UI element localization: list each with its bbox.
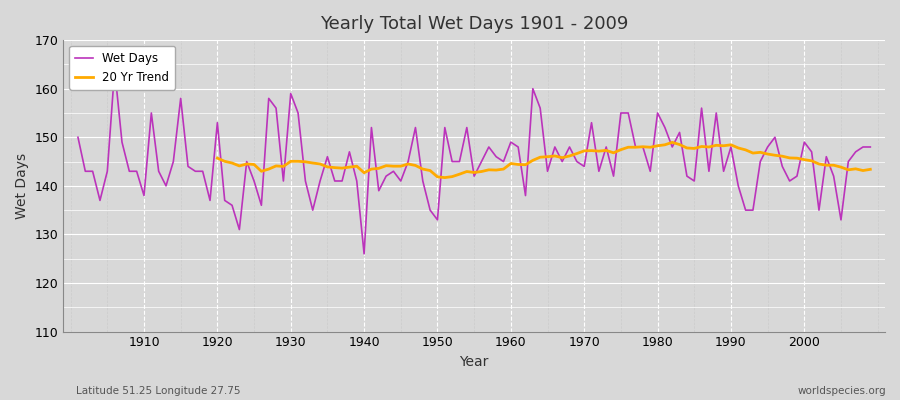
- Wet Days: [608, 174, 619, 178]
- 20 Yr Trend: [681, 146, 692, 150]
- Wet Days: [109, 67, 120, 72]
- Wet Days: [520, 193, 531, 198]
- 20 Yr Trend: [770, 153, 780, 158]
- Line: Wet Days: Wet Days: [78, 69, 870, 254]
- 20 Yr Trend: [410, 163, 421, 168]
- Wet Days: [139, 193, 149, 198]
- Line: 20 Yr Trend: 20 Yr Trend: [218, 142, 870, 178]
- 20 Yr Trend: [212, 156, 223, 160]
- Text: Latitude 51.25 Longitude 27.75: Latitude 51.25 Longitude 27.75: [76, 386, 241, 396]
- Wet Days: [300, 178, 310, 183]
- Wet Days: [344, 150, 355, 154]
- 20 Yr Trend: [667, 140, 678, 145]
- 20 Yr Trend: [439, 175, 450, 180]
- X-axis label: Year: Year: [460, 355, 489, 369]
- 20 Yr Trend: [300, 160, 310, 164]
- Legend: Wet Days, 20 Yr Trend: Wet Days, 20 Yr Trend: [69, 46, 176, 90]
- Wet Days: [359, 252, 370, 256]
- 20 Yr Trend: [850, 166, 861, 171]
- Wet Days: [865, 144, 876, 149]
- 20 Yr Trend: [865, 167, 876, 172]
- Y-axis label: Wet Days: Wet Days: [15, 153, 29, 219]
- 20 Yr Trend: [784, 156, 795, 160]
- Text: worldspecies.org: worldspecies.org: [798, 386, 886, 396]
- Wet Days: [73, 135, 84, 140]
- Wet Days: [513, 144, 524, 149]
- Title: Yearly Total Wet Days 1901 - 2009: Yearly Total Wet Days 1901 - 2009: [320, 15, 628, 33]
